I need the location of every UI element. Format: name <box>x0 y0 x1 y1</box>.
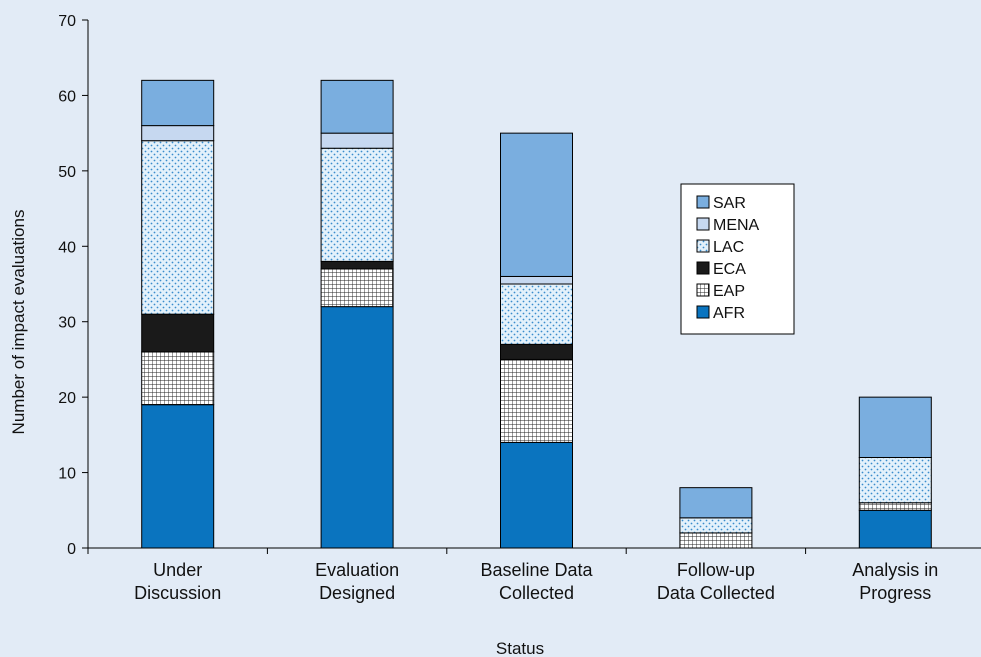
bar-segment-mena <box>500 275 573 285</box>
bar-segment-afr <box>141 404 215 549</box>
bar-stack <box>141 79 215 549</box>
bar-segment-sar <box>858 396 932 458</box>
legend-swatch-eca <box>696 261 710 275</box>
legend-label: SAR <box>713 195 746 212</box>
x-axis-title: Status <box>496 639 544 657</box>
x-tick-label-line: Discussion <box>134 583 221 603</box>
bar-segment-lac <box>679 517 753 534</box>
y-tick-label: 50 <box>58 164 76 181</box>
x-tick-label: Baseline Data Collected <box>480 560 593 603</box>
legend-swatch-eap <box>696 283 710 297</box>
y-tick-label: 40 <box>58 239 76 256</box>
bar-segment-eap <box>858 502 932 511</box>
legend-label: ECA <box>713 261 746 278</box>
legend: SAR MENA LAC ECA EAP AFR <box>680 183 795 335</box>
x-tick-label-line: Baseline Data <box>480 560 593 580</box>
bar-segment-sar <box>141 79 215 127</box>
bar-segment-eca <box>500 343 573 360</box>
y-tick-label: 70 <box>58 13 76 30</box>
y-axis: 0 10 20 30 40 50 60 70 <box>58 13 89 558</box>
x-tick-label: Under Discussion <box>134 560 221 603</box>
y-tick-label: 20 <box>58 390 76 407</box>
bar-segment-lac <box>858 456 932 504</box>
bar-segment-lac <box>320 147 394 262</box>
bar-segment-eap <box>141 351 215 406</box>
bar-stack <box>500 132 573 549</box>
bar-segment-sar <box>320 79 394 134</box>
legend-swatch-afr <box>696 305 710 319</box>
x-tick-label: Follow-up Data Collected <box>657 560 775 603</box>
bar-segment-eap <box>500 358 573 443</box>
legend-swatch-lac <box>696 239 710 253</box>
x-tick-label: Evaluation Designed <box>315 560 399 603</box>
y-tick-label: 10 <box>58 466 76 483</box>
y-tick-label: 0 <box>67 541 76 558</box>
bar-segment-eca <box>141 313 215 353</box>
bar-segment-lac <box>500 283 573 345</box>
bar-segment-eap <box>320 268 394 308</box>
legend-swatch-sar <box>696 195 710 209</box>
bar-segment-sar <box>500 132 573 277</box>
bar-segment-afr <box>500 441 573 549</box>
x-tick-label-line: Evaluation <box>315 560 399 580</box>
bar-stack <box>858 396 932 549</box>
x-tick-label-line: Under <box>153 560 202 580</box>
y-tick-label: 30 <box>58 315 76 332</box>
bar-stack <box>320 79 394 549</box>
x-tick-label-line: Data Collected <box>657 583 775 603</box>
bar-segment-mena <box>141 125 215 142</box>
x-axis: Under Discussion Evaluation Designed Baselin… <box>87 547 981 603</box>
bar-segment-eca <box>320 260 394 270</box>
legend-label: MENA <box>713 217 760 234</box>
y-axis-title: Number of impact evaluations <box>9 210 28 435</box>
bar-segment-afr <box>320 306 394 549</box>
bar-stack <box>679 487 753 549</box>
bar-segment-eap <box>679 532 753 549</box>
x-tick-label-line: Collected <box>499 583 574 603</box>
bar-segment-lac <box>141 140 215 315</box>
bar-segment-mena <box>320 132 394 149</box>
x-tick-label-line: Follow-up <box>677 560 755 580</box>
x-tick-label-line: Analysis in <box>852 560 938 580</box>
x-tick-label-line: Progress <box>859 583 931 603</box>
y-tick-label: 60 <box>58 88 76 105</box>
x-tick-label: Analysis in Progress <box>852 560 938 603</box>
x-tick-label-line: Designed <box>319 583 395 603</box>
bars <box>141 79 932 549</box>
legend-label: EAP <box>713 283 745 300</box>
legend-label: AFR <box>713 305 745 322</box>
legend-label: LAC <box>713 239 744 256</box>
bar-segment-sar <box>679 487 753 519</box>
bar-segment-afr <box>858 509 932 549</box>
legend-swatch-mena <box>696 217 710 231</box>
